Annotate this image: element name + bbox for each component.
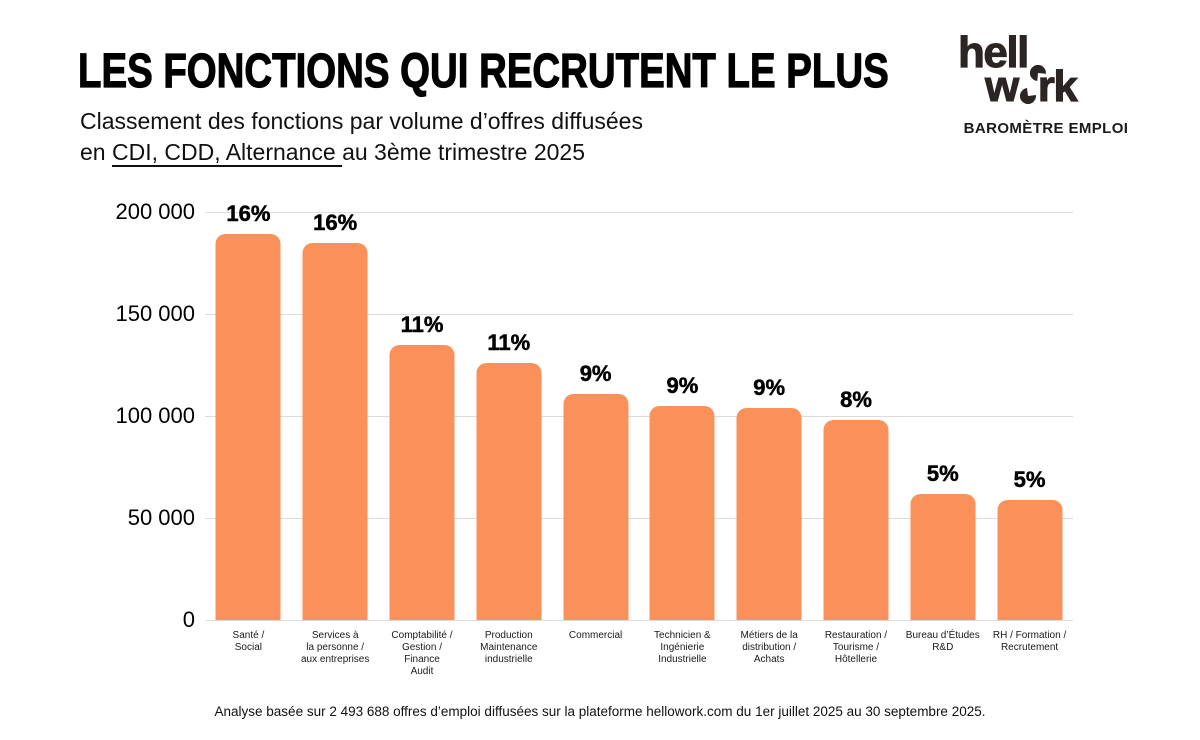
hellowork-logo: hell w rk BAROMÈTRE EMPLOI xyxy=(958,30,1134,137)
logo-tagline: BAROMÈTRE EMPLOI xyxy=(963,119,1129,137)
source-note: Analyse basée sur 2 493 688 offres d’emp… xyxy=(214,704,986,719)
category-label: Services à la personne / aux entreprises xyxy=(301,630,370,665)
bar-slot: 9% Métiers de la distribution / Achats xyxy=(726,212,813,665)
bar xyxy=(563,393,629,620)
category-label: Restauration / Tourisme / Hôtellerie xyxy=(824,630,888,665)
subtitle-line1: Classement des fonctions par volume d’of… xyxy=(80,108,643,134)
bar-chart: 0 50 000 100 000 150 000 200 000 16% Santé / … xyxy=(90,200,1080,692)
logo-word-hello: hell xyxy=(958,30,1134,85)
category-label: Production Maintenance industrielle xyxy=(480,630,538,665)
category-label: Métiers de la distribution / Achats xyxy=(740,630,798,665)
gridline xyxy=(205,620,1073,621)
y-tick-label: 50 000 xyxy=(127,505,195,530)
bar xyxy=(476,362,542,620)
bar-slot: 11% Production Maintenance industrielle xyxy=(465,212,552,665)
subtitle-contract-types: CDI, CDD, Alternance xyxy=(111,139,343,166)
bar-slot: 5% Bureau d’Études R&D xyxy=(899,212,986,653)
bar xyxy=(910,493,976,620)
gridline xyxy=(205,314,1073,315)
plot-area: 16% Santé / Social 16% Services à la person… xyxy=(205,201,1073,677)
y-axis: 0 50 000 100 000 150 000 200 000 xyxy=(90,200,195,632)
bar xyxy=(649,405,715,620)
bar xyxy=(389,344,455,620)
logo-text-rk: rk xyxy=(1037,61,1078,111)
logo-o-arc-bottom-icon xyxy=(1016,84,1039,108)
category-label: RH / Formation / Recrutement xyxy=(992,630,1067,653)
category-label: Santé / Social xyxy=(232,630,265,653)
category-label: Technicien & Ingénierie Industrielle xyxy=(654,630,711,665)
bar xyxy=(215,234,281,620)
bar-percent-label: 9% xyxy=(579,360,612,386)
bar-percent-label: 9% xyxy=(666,372,699,399)
bar-slot: 5% RH / Formation / Recrutement xyxy=(986,212,1073,653)
bar-percent-label: 8% xyxy=(840,387,872,413)
bar-percent-label: 5% xyxy=(926,460,959,486)
subtitle: Classement des fonctions par volume d’of… xyxy=(80,106,643,168)
category-label: Bureau d’Études R&D xyxy=(905,630,980,653)
y-tick-label: 0 xyxy=(182,607,195,632)
bar-percent-label: 9% xyxy=(753,374,786,401)
bar-percent-label: 16% xyxy=(226,201,271,227)
logo-text-w: w xyxy=(985,61,1020,111)
gridline xyxy=(205,518,1073,519)
bar xyxy=(736,407,802,620)
bar-slot: 9% Technicien & Ingénierie Industrielle xyxy=(639,212,726,665)
bar-percent-label: 11% xyxy=(400,311,444,337)
logo-text-hell: hell xyxy=(958,28,1030,77)
page-title: LES FONCTIONS QUI RECRUTENT LE PLUS xyxy=(78,45,890,98)
bar-percent-label: 11% xyxy=(487,329,531,356)
bar xyxy=(823,420,889,620)
logo-word-work: w rk xyxy=(985,64,1134,109)
y-tick-label: 100 000 xyxy=(115,403,195,428)
category-label: Comptabilité / Gestion / Finance Audit xyxy=(391,630,453,677)
bar xyxy=(997,499,1063,620)
subtitle-line2-suffix: au 3ème trimestre 2025 xyxy=(342,139,585,166)
bar-slot: 16% Services à la personne / aux entrepri… xyxy=(292,209,379,665)
subtitle-line2-prefix: en xyxy=(80,139,112,166)
bar-percent-label: 16% xyxy=(313,209,358,235)
y-tick-label: 150 000 xyxy=(115,301,195,326)
gridline xyxy=(205,416,1073,417)
bar-percent-label: 5% xyxy=(1013,466,1046,492)
bar xyxy=(302,242,368,620)
bar-slot: 16% Santé / Social xyxy=(205,201,292,653)
bar-slot: 8% Restauration / Tourisme / Hôtellerie xyxy=(813,212,900,665)
y-tick-label: 200 000 xyxy=(115,199,195,224)
bar-slot: 9% Commercial xyxy=(552,212,639,641)
bars-container: 16% Santé / Social 16% Services à la person… xyxy=(205,201,1073,677)
category-label: Commercial xyxy=(568,630,623,641)
bar-slot: 11% Comptabilité / Gestion / Finance Audi… xyxy=(379,212,466,677)
gridline xyxy=(205,212,1073,213)
